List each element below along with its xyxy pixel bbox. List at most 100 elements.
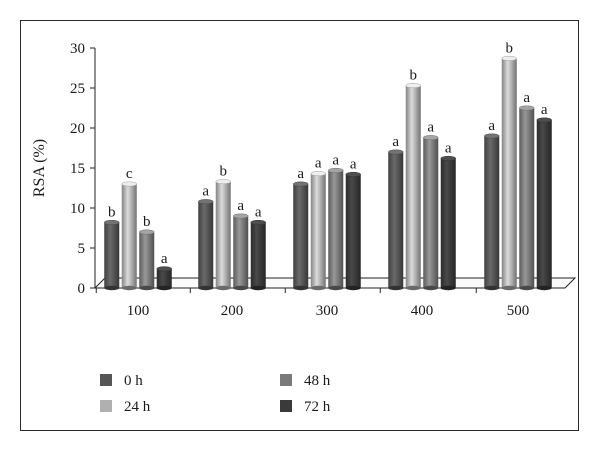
data-label: b	[220, 164, 228, 180]
bar-cap	[536, 117, 552, 123]
bar-body	[388, 152, 404, 288]
data-label: a	[392, 134, 399, 150]
legend-item: 48 h	[280, 373, 331, 389]
y-tick-label: 30	[70, 41, 85, 57]
bar-cap	[440, 155, 456, 161]
bar-base	[121, 285, 137, 291]
bar	[328, 167, 344, 291]
bar-body	[536, 120, 552, 288]
data-label: a	[427, 120, 434, 136]
bar-body	[423, 137, 439, 288]
bar-cap	[198, 199, 214, 205]
bar-cap	[156, 266, 172, 272]
bar-cap	[310, 171, 326, 177]
data-label: a	[541, 102, 548, 118]
bar	[501, 55, 517, 291]
y-tick-label: 25	[70, 81, 85, 97]
legend-label: 24 h	[124, 399, 151, 415]
bar	[156, 266, 172, 291]
data-label: b	[410, 68, 418, 84]
bar	[405, 83, 421, 291]
legend: 0 h 24 h 48 h 72 h	[100, 373, 331, 415]
bar-base	[345, 285, 361, 291]
bar-cap	[388, 149, 404, 155]
legend-swatch	[280, 374, 292, 386]
data-label: b	[506, 40, 514, 56]
bar	[121, 181, 137, 291]
data-label: a	[315, 156, 322, 172]
bar	[250, 219, 266, 291]
bar-cap	[104, 219, 120, 225]
bar-body	[328, 170, 344, 288]
bar	[519, 105, 535, 291]
bars	[104, 55, 552, 291]
bar-body	[345, 174, 361, 288]
bar-base	[139, 285, 155, 291]
bar	[198, 199, 214, 291]
bar-cap	[328, 167, 344, 173]
legend-item: 72 h	[280, 399, 331, 415]
bar-base	[233, 285, 249, 291]
bar-cap	[345, 171, 361, 177]
bar-base	[484, 285, 500, 291]
x-tick-label: 200	[221, 303, 244, 319]
legend-swatch	[100, 400, 112, 412]
y-tick-label: 0	[78, 281, 86, 297]
bar-body	[233, 216, 249, 288]
y-axis-label: RSA (%)	[31, 139, 48, 197]
bar-cap	[139, 229, 155, 235]
bar	[484, 133, 500, 291]
axes: 0 5 10 15 20 25 30 100 200 300 400 500	[70, 41, 529, 319]
bar-base	[440, 285, 456, 291]
bar-cap	[215, 179, 231, 185]
bar-cap	[519, 105, 535, 111]
bar-base	[501, 285, 517, 291]
legend-swatch	[100, 374, 112, 386]
bar	[310, 171, 326, 291]
data-label: b	[108, 204, 116, 220]
data-label: a	[202, 184, 209, 200]
bar-body	[310, 173, 326, 288]
data-label: c	[126, 166, 133, 182]
legend-label: 0 h	[124, 373, 143, 389]
bar-base	[388, 285, 404, 291]
bar-base	[310, 285, 326, 291]
bar-base	[536, 285, 552, 291]
bar	[293, 181, 309, 291]
bar	[104, 219, 120, 291]
bar-body	[519, 108, 535, 288]
legend-item: 0 h	[100, 373, 143, 389]
bar-body	[405, 85, 421, 288]
bar	[536, 117, 552, 291]
bar-cap	[501, 55, 517, 61]
data-label: a	[255, 204, 262, 220]
bar-base	[215, 285, 231, 291]
legend-swatch	[280, 400, 292, 412]
x-tick-label: 100	[127, 303, 150, 319]
bar-cap	[484, 133, 500, 139]
y-tick-label: 15	[70, 161, 85, 177]
bar-cap	[423, 135, 439, 141]
bar-base	[405, 285, 421, 291]
bar-base	[519, 285, 535, 291]
bar	[388, 149, 404, 291]
bar	[215, 179, 231, 291]
legend-label: 72 h	[304, 399, 331, 415]
y-tick-label: 5	[78, 241, 86, 257]
data-label: a	[161, 251, 168, 267]
data-label: a	[445, 140, 452, 156]
legend-label: 48 h	[304, 373, 331, 389]
bar-body	[250, 222, 266, 288]
bar	[233, 213, 249, 291]
bar-base	[250, 285, 266, 291]
data-label: a	[488, 118, 495, 134]
y-tick-label: 10	[70, 201, 85, 217]
data-label: a	[237, 198, 244, 214]
x-tick-label: 300	[316, 303, 339, 319]
bar-body	[215, 181, 231, 288]
legend-item: 24 h	[100, 399, 151, 415]
bar	[440, 155, 456, 291]
bar-cap	[293, 181, 309, 187]
data-label: a	[350, 156, 357, 172]
